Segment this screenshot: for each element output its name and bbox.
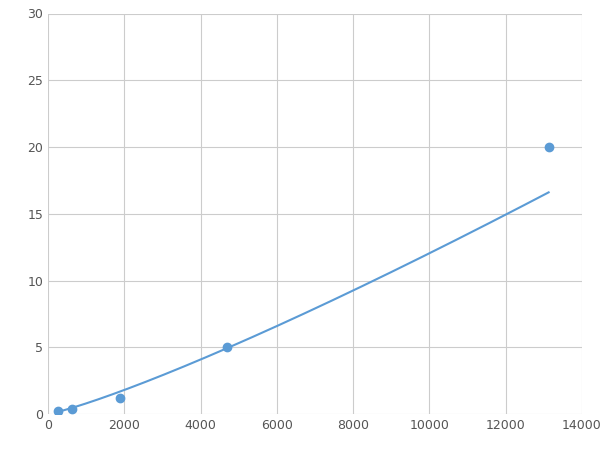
Point [222,344,232,351]
Point [67,405,77,412]
Point [53,408,62,415]
Point [115,394,124,401]
Point [544,144,553,151]
